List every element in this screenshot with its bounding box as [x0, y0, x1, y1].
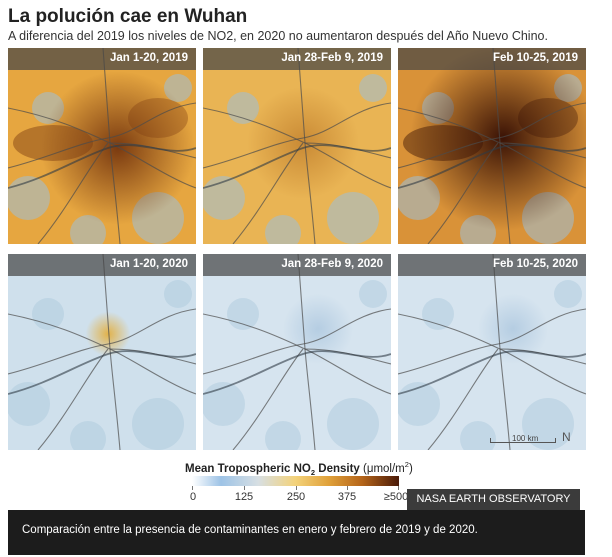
road-line: [398, 313, 586, 395]
legend-title: Mean Tropospheric NO2 Density (μmol/m2): [185, 460, 413, 478]
river-line: [398, 350, 586, 395]
road-line: [203, 313, 391, 395]
road-line: [398, 308, 586, 375]
legend-colorbar: [192, 476, 399, 486]
road-line: [8, 107, 196, 189]
road-line: [427, 348, 499, 450]
river-line: [8, 350, 196, 395]
panel-header: [203, 254, 391, 276]
panel-date-label: Jan 28-Feb 9, 2020: [281, 258, 383, 270]
pollution-hotspot: [41, 71, 195, 225]
map-panel-2020-jan-feb: Jan 28-Feb 9, 2020: [203, 254, 391, 450]
page-title: La polución cae en Wuhan: [8, 6, 248, 27]
image-credit: NASA EARTH OBSERVATORY: [407, 489, 580, 510]
road-line: [8, 102, 196, 169]
panel-date-label: Jan 28-Feb 9, 2019: [281, 52, 383, 64]
legend-tick-label: 250: [286, 491, 306, 503]
legend-tick-label: ≥500: [383, 491, 409, 503]
road-line: [8, 308, 196, 375]
map-panel-2019-jan-feb: Jan 28-Feb 9, 2019: [203, 48, 391, 244]
road-line: [232, 142, 304, 244]
road-line: [37, 142, 109, 244]
legend-tick-label: 375: [337, 491, 357, 503]
north-arrow-icon: N: [562, 430, 571, 444]
no2-map: [398, 254, 586, 450]
map-panel-2020-feb: Feb 10-25, 2020: [398, 254, 586, 450]
panel-date-label: Jan 1-20, 2019: [109, 52, 188, 64]
road-line: [427, 142, 499, 244]
map-grid: Jan 1-20, 2019 Jan 28-Feb 9, 2019 Feb 10…: [8, 48, 586, 453]
no2-map: [8, 48, 196, 244]
image-caption: Comparación entre la presencia de contam…: [8, 510, 585, 555]
panel-header: [398, 48, 586, 70]
map-panel-2019-jan: Jan 1-20, 2019: [8, 48, 196, 244]
panel-header: [8, 48, 196, 70]
scale-bar: 100 km: [490, 434, 556, 445]
panel-date-label: Feb 10-25, 2019: [492, 52, 578, 64]
panel-header: [203, 48, 391, 70]
road-line: [37, 348, 109, 450]
page-subtitle: A diferencia del 2019 los niveles de NO2…: [8, 29, 548, 43]
pollution-hotspot: [85, 311, 131, 357]
river-line: [203, 350, 391, 395]
no2-map: [8, 254, 196, 450]
legend-tick-label: 125: [234, 491, 254, 503]
legend-tick-label: 0: [189, 491, 197, 503]
panel-date-label: Jan 1-20, 2020: [109, 258, 188, 270]
road-line: [203, 102, 391, 169]
road-line: [8, 313, 196, 395]
road-line: [398, 107, 586, 189]
panel-header: [398, 254, 586, 276]
river-line: [203, 144, 391, 189]
map-panel-2019-feb: Feb 10-25, 2019: [398, 48, 586, 244]
panel-header: [8, 254, 196, 276]
river-line: [8, 144, 196, 189]
no2-map: [203, 254, 391, 450]
map-panel-2020-jan: Jan 1-20, 2020: [8, 254, 196, 450]
no2-map: [398, 48, 586, 244]
pollution-hotspot: [410, 48, 586, 231]
road-line: [203, 107, 391, 189]
panel-date-label: Feb 10-25, 2020: [492, 258, 578, 270]
road-line: [232, 348, 304, 450]
road-line: [398, 102, 586, 169]
river-line: [398, 144, 586, 189]
scale-bar-label: 100 km: [512, 434, 539, 443]
no2-map: [203, 48, 391, 244]
road-line: [203, 308, 391, 375]
